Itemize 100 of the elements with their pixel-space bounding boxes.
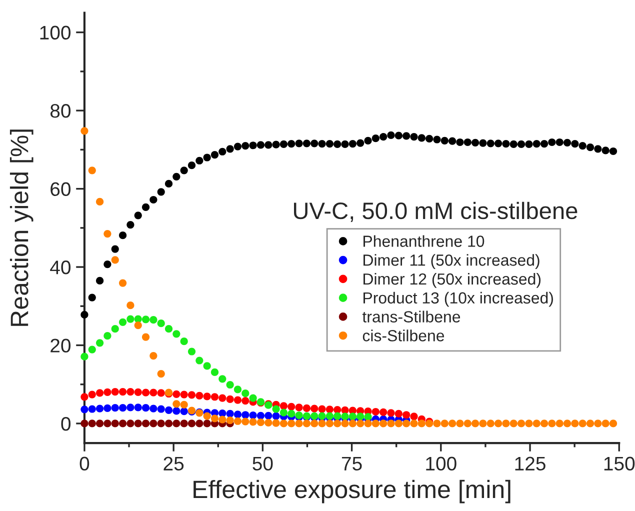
point [218,410,226,418]
point [180,408,188,416]
point [96,404,104,412]
point [310,404,318,412]
x-tick-label: 150 [604,456,635,471]
point [394,410,402,418]
point [126,388,134,396]
y-tick-label: 0 [61,416,70,431]
point [234,410,242,418]
point [180,390,188,398]
point [410,412,418,420]
x-tick-label: 100 [426,456,456,471]
point [218,375,226,383]
point [210,368,219,376]
point [180,420,188,428]
point [157,320,165,328]
point [142,420,150,428]
point [80,406,88,414]
point [111,420,119,428]
x-tick-label: 75 [342,456,362,471]
point [280,402,288,410]
point [80,420,88,428]
point [118,388,127,396]
point [196,392,204,400]
point [188,420,196,428]
point [157,389,165,397]
point [203,362,211,370]
annotation: UV-C, 50.0 mM cis-stilbene [294,202,578,222]
point [249,411,257,420]
y-tick-label: 40 [50,260,70,274]
point [104,404,112,412]
point [88,405,96,413]
y-tick-label: 20 [50,338,70,352]
point [172,407,180,415]
point [387,409,395,417]
point [104,420,112,428]
point [180,338,188,346]
point [118,420,127,428]
point [150,388,158,396]
point [242,411,250,419]
point [142,404,150,412]
point [104,388,112,396]
point [111,388,119,396]
x-tick-label: 125 [515,456,546,471]
point [188,348,196,356]
x-tick-label: 50 [252,456,273,471]
point [234,386,242,394]
y-tick-label: 100 [40,26,71,40]
point [96,389,104,397]
point [280,408,288,416]
point [334,412,342,420]
point [96,339,104,347]
point [150,404,158,412]
point [326,406,334,414]
legend-label: Dimer 12 (50x increased) [364,272,541,288]
point [242,396,250,405]
point [372,408,380,416]
legend-label: trans-Stilbene [362,310,460,322]
point [142,316,150,324]
legend-label: Product 13 (10x increased) [364,292,553,307]
point [234,396,242,404]
point [348,412,356,420]
point [210,393,219,401]
point [249,394,257,402]
x-tick-label: 25 [164,456,184,471]
point [134,420,142,428]
point [188,391,196,399]
y-axis-title: Reaction yield [%] [10,130,34,326]
point [88,390,96,398]
point [134,388,142,396]
point [126,315,134,323]
point [334,406,342,414]
point [318,405,326,413]
point [302,404,311,412]
x-tick-label: 0 [80,456,90,471]
point [118,404,127,412]
x-axis-title: Effective exposure time [min] [194,480,510,504]
point [150,420,158,428]
legend-label: Dimer 11 (50x increased) [364,254,540,269]
point [288,410,296,418]
point [226,410,234,418]
point [104,332,112,340]
point [157,405,165,413]
point [111,404,119,412]
point [172,330,180,338]
point [142,388,150,396]
point [288,402,296,410]
point [172,420,180,428]
point [134,404,142,412]
point [164,325,173,333]
point [272,405,280,413]
y-tick-label: 60 [50,182,70,196]
point [264,412,272,420]
point [218,394,226,402]
legend-label: Phenanthrene 10 [364,235,484,247]
point [256,412,265,420]
point [126,404,134,412]
point [272,412,280,420]
point [295,404,303,412]
point [196,356,204,364]
